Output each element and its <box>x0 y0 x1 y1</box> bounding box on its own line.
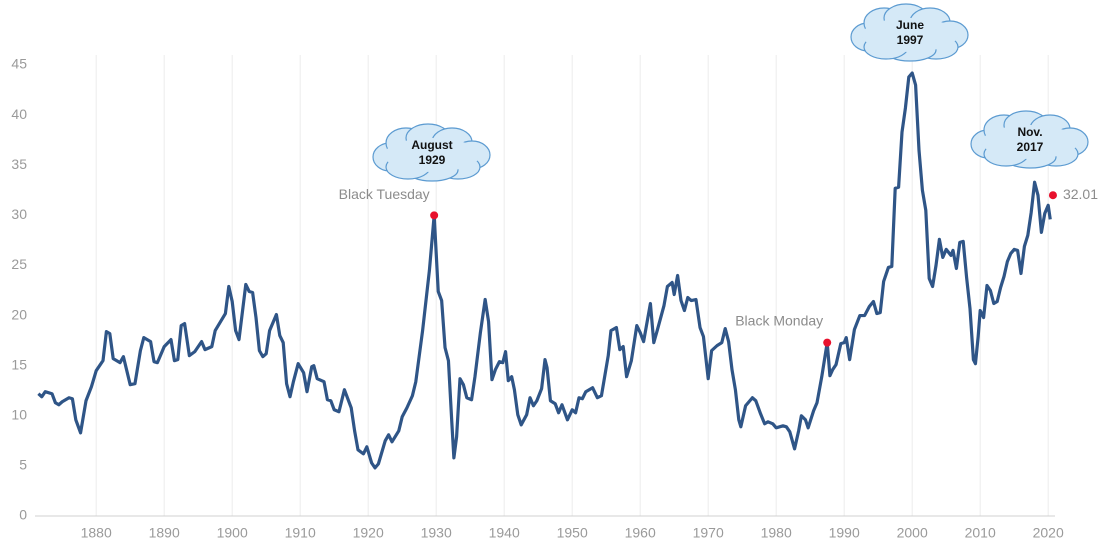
x-tick-label: 2020 <box>1033 525 1064 541</box>
x-tick-label: 1890 <box>149 525 180 541</box>
x-tick-label: 1900 <box>217 525 248 541</box>
callout-text: 1997 <box>897 33 924 47</box>
x-tick-label: 1950 <box>557 525 588 541</box>
x-tick-label: 2000 <box>897 525 928 541</box>
marker <box>430 211 439 220</box>
x-tick-label: 1960 <box>625 525 656 541</box>
y-tick-label: 25 <box>11 256 27 272</box>
x-tick-label: 1930 <box>421 525 452 541</box>
marker-label: Black Tuesday <box>339 186 430 202</box>
callout-cloud <box>372 123 491 182</box>
y-tick-label: 35 <box>11 156 27 172</box>
x-tick-label: 1940 <box>489 525 520 541</box>
data-line <box>37 71 1052 470</box>
callout-cloud <box>850 3 969 62</box>
y-tick-label: 20 <box>11 306 27 322</box>
callout-text: August <box>411 138 452 152</box>
y-tick-label: 40 <box>11 106 27 122</box>
x-tick-label: 1970 <box>693 525 724 541</box>
x-tick-label: 1920 <box>353 525 384 541</box>
callout-text: Nov. <box>1017 125 1042 139</box>
callout-text: 1929 <box>419 153 446 167</box>
x-tick-label: 1910 <box>285 525 316 541</box>
marker-label: 32.01 <box>1063 186 1098 202</box>
cloud-core <box>384 138 480 172</box>
x-tick-label: 1880 <box>81 525 112 541</box>
cloud-core <box>862 18 958 52</box>
x-tick-label: 1980 <box>761 525 792 541</box>
marker <box>823 338 832 347</box>
marker <box>1048 191 1057 200</box>
y-tick-label: 0 <box>19 507 27 523</box>
y-tick-label: 45 <box>11 56 27 72</box>
y-tick-label: 5 <box>19 457 27 473</box>
y-tick-label: 30 <box>11 206 27 222</box>
callout-text: 2017 <box>1017 140 1044 154</box>
y-tick-label: 15 <box>11 356 27 372</box>
x-tick-label: 2010 <box>965 525 996 541</box>
x-tick-label: 1990 <box>829 525 860 541</box>
cloud-core <box>982 125 1078 159</box>
marker-label: Black Monday <box>735 312 823 328</box>
y-tick-label: 10 <box>11 406 27 422</box>
callout-cloud <box>970 110 1089 169</box>
callout-text: June <box>896 18 924 32</box>
